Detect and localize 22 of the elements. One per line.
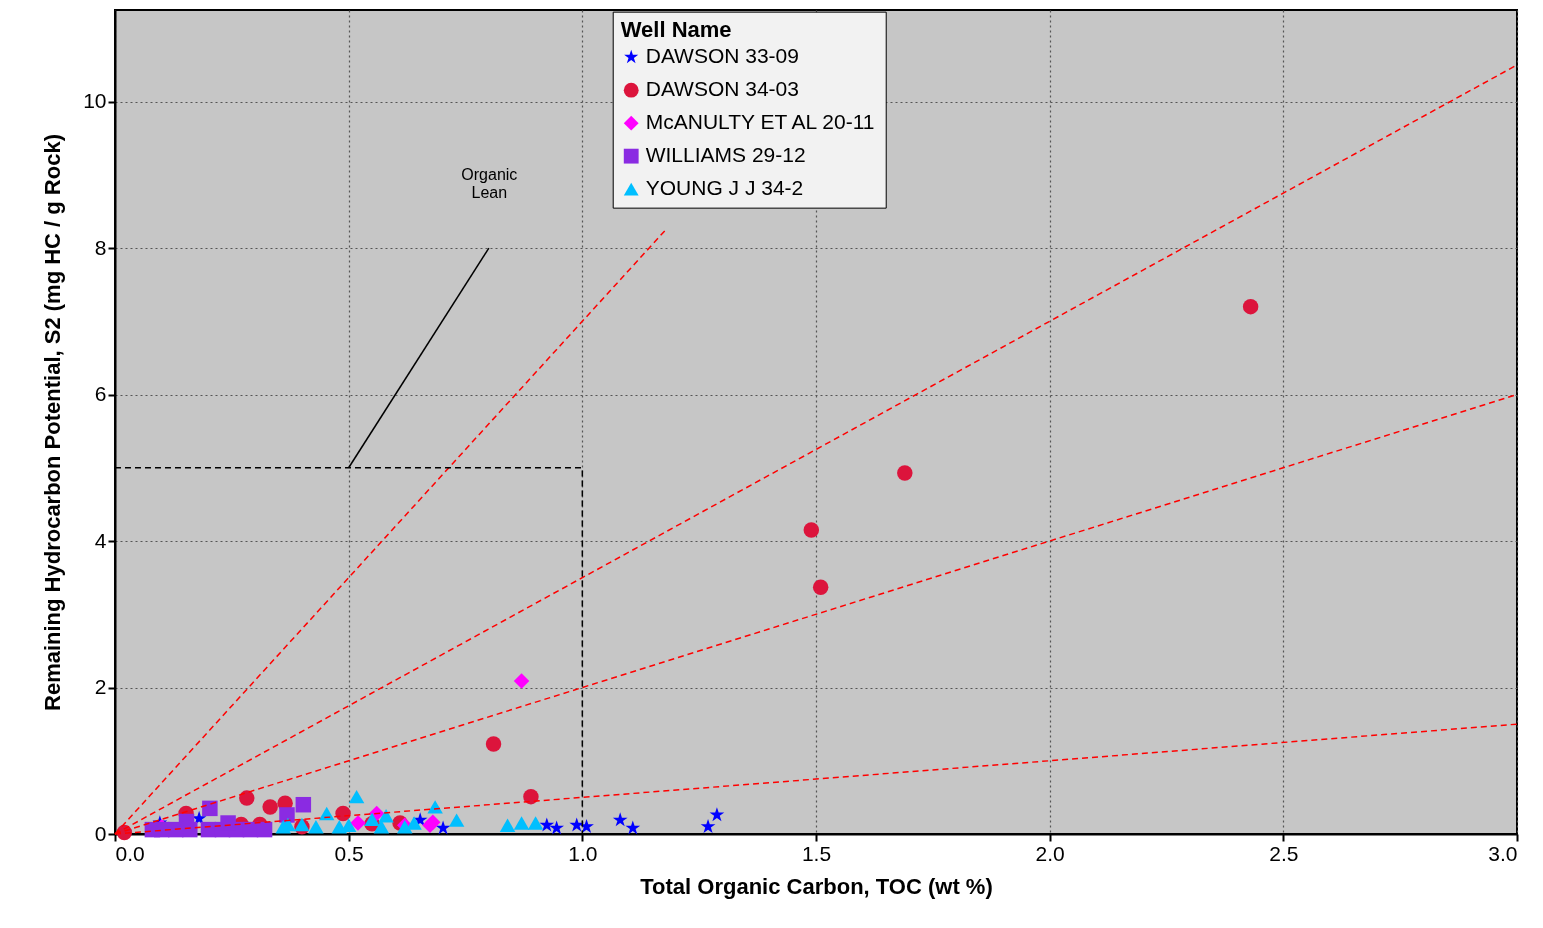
legend-label: McANULTY ET AL 20-11 <box>645 110 875 134</box>
y-tick-label: 8 <box>94 235 107 259</box>
y-tick-label: 2 <box>94 675 107 699</box>
x-tick-label: 1.5 <box>801 841 832 865</box>
x-axis-title: Total Organic Carbon, TOC (wt %) <box>640 873 993 899</box>
y-tick-label: 6 <box>94 382 107 406</box>
legend-label: DAWSON 34-03 <box>645 77 799 101</box>
legend-label: YOUNG J J 34-2 <box>645 176 804 200</box>
x-tick-label: 2.5 <box>1269 841 1299 865</box>
legend-label: WILLIAMS 29-12 <box>645 143 806 167</box>
x-tick-label: 0.0 <box>115 841 145 865</box>
legend-title: Well Name <box>620 16 732 42</box>
legend-label: DAWSON 33-09 <box>645 44 799 68</box>
y-tick-label: 4 <box>94 528 107 552</box>
y-axis-title: Remaining Hydrocarbon Potential, S2 (mg HC / g Rock) <box>40 134 66 711</box>
x-tick-label: 0.5 <box>334 841 364 865</box>
annotation: Organic Lean <box>461 165 518 201</box>
y-tick-label: 0 <box>94 821 107 845</box>
y-tick-label: 10 <box>83 89 107 113</box>
x-tick-label: 1.0 <box>568 841 598 865</box>
x-tick-label: 3.0 <box>1488 841 1518 865</box>
x-tick-label: 2.0 <box>1035 841 1065 865</box>
